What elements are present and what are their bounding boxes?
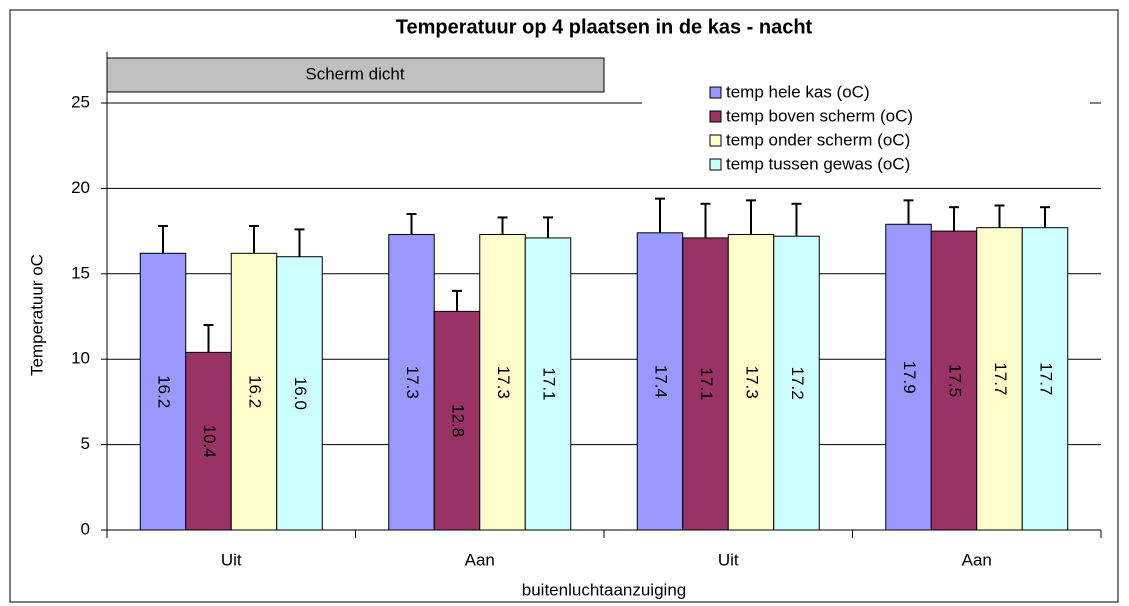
value-label: 17.7	[991, 362, 1010, 395]
legend-label: temp boven scherm (oC)	[726, 106, 913, 125]
value-label: 17.7	[1037, 362, 1056, 395]
bar	[1021, 227, 1069, 531]
legend-swatch	[709, 158, 722, 171]
y-tick-label: 20	[71, 178, 90, 197]
value-label: 16.2	[246, 375, 265, 408]
legend-swatch	[709, 134, 722, 147]
bar	[885, 223, 932, 531]
value-label: 17.3	[743, 366, 762, 399]
value-label: 17.3	[403, 366, 422, 399]
x-tick-label: Uit	[221, 550, 242, 569]
annotation: Scherm dicht	[305, 64, 404, 83]
x-tick-label: Aan	[962, 550, 992, 569]
bar	[230, 252, 278, 531]
value-label: 17.3	[494, 366, 513, 399]
bar	[185, 351, 232, 531]
y-tick-label: 10	[71, 349, 90, 368]
value-label: 16.0	[291, 377, 310, 410]
legend-label: temp onder scherm (oC)	[726, 130, 910, 149]
x-tick-label: Aan	[465, 550, 495, 569]
bar	[479, 234, 526, 531]
value-label: 17.4	[652, 365, 671, 398]
bar	[276, 256, 323, 531]
bar	[388, 234, 435, 531]
bar	[524, 237, 572, 531]
legend-swatch	[709, 86, 722, 99]
bar	[636, 232, 684, 531]
value-label: 17.9	[900, 361, 919, 394]
bars: 16.2 10.4 16.2 16.0 17.3 12.8 17.3 17.1 17.4 17.1…	[139, 197, 1069, 531]
chart-title: Temperatuur op 4 plaatsen in de kas - na…	[396, 16, 813, 38]
legend-swatch	[709, 110, 722, 123]
bar	[682, 237, 729, 531]
value-label: 17.1	[540, 367, 559, 400]
y-tick-label: 5	[81, 434, 90, 453]
value-label: 10.4	[200, 425, 219, 458]
x-axis-title: buitenluchtaanzuiging	[522, 580, 686, 599]
annotation-box	[106, 57, 605, 93]
y-tick-label: 25	[71, 92, 90, 111]
value-label: 12.8	[449, 404, 468, 437]
legend-label: temp tussen gewas (oC)	[726, 154, 910, 173]
value-label: 16.2	[155, 375, 174, 408]
y-tick-label: 0	[81, 519, 90, 538]
bar	[976, 227, 1023, 531]
bar	[433, 310, 481, 531]
value-label: 17.1	[697, 367, 716, 400]
value-label: 17.5	[946, 364, 965, 397]
value-label: 17.2	[788, 367, 807, 400]
x-tick-label: Uit	[718, 550, 739, 569]
y-tick-label: 15	[71, 263, 90, 282]
bar	[727, 234, 775, 531]
legend: temp hele kas (oC) temp boven scherm (oC)…	[642, 70, 1090, 185]
legend-label: temp hele kas (oC)	[726, 82, 870, 101]
bar	[930, 230, 978, 531]
y-axis-title: Temperatuur oC	[27, 254, 46, 376]
